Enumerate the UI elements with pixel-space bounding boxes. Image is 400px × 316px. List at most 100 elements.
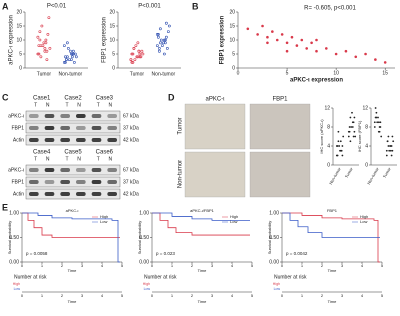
dot — [161, 41, 165, 45]
row-label: aPKC-ι — [8, 113, 24, 119]
dot — [156, 33, 160, 36]
dot — [64, 58, 68, 62]
x-tick-label: 1 — [41, 293, 44, 298]
y-tick-label: 0.00 — [139, 259, 149, 265]
x-tick-label: 4 — [101, 263, 104, 268]
band — [44, 168, 55, 172]
dot — [36, 52, 40, 56]
x-axis-label: Time — [198, 268, 208, 273]
blot — [25, 164, 121, 176]
dot — [135, 55, 139, 59]
band — [91, 138, 102, 142]
dot — [68, 49, 72, 53]
dot — [44, 38, 48, 42]
dot — [134, 44, 138, 48]
dot — [353, 130, 356, 133]
dot — [354, 135, 357, 138]
dot — [67, 58, 71, 62]
dot — [340, 149, 343, 152]
dot — [351, 121, 354, 124]
lane-label: N — [77, 156, 81, 162]
y-tick-label: 4 — [365, 143, 368, 149]
x-tick-label: 5 — [381, 263, 384, 268]
dot — [337, 130, 340, 133]
y-tick-label: 0 — [112, 65, 115, 71]
x-axis-label: aPKC-ι expression — [290, 78, 343, 84]
y-axis-label: aPKC-ι expression — [9, 15, 15, 65]
dot — [72, 61, 76, 64]
x-tick-label: 2 — [61, 293, 64, 298]
dot — [383, 61, 387, 64]
dot — [364, 52, 367, 56]
dot — [310, 41, 313, 45]
dot — [133, 58, 137, 62]
y-axis-label: Survival probability — [7, 221, 12, 255]
dot — [167, 24, 171, 28]
blot — [25, 110, 121, 122]
dot — [139, 55, 143, 59]
dot — [305, 47, 308, 50]
dot — [339, 140, 342, 143]
annotation: p = 0.0058 — [26, 251, 48, 256]
band — [76, 180, 86, 184]
legend-label: High — [100, 214, 108, 219]
annotation: p = 0.0042 — [286, 251, 308, 256]
x-tick-label: 4 — [361, 293, 364, 298]
lane-label: N — [77, 102, 81, 108]
dot — [131, 61, 135, 64]
case-label: Case2 — [64, 96, 82, 102]
blot — [25, 122, 121, 134]
x-tick-label: 5 — [286, 70, 289, 76]
y-axis-label: Survival probability — [137, 221, 142, 255]
dot — [47, 16, 51, 20]
lane-label: N — [46, 102, 50, 108]
dot — [39, 55, 43, 59]
y-tick-label: 0.50 — [9, 235, 19, 241]
dot — [65, 41, 69, 45]
dot — [351, 111, 353, 114]
x-tick-label: 10 — [333, 70, 339, 76]
annotation: P<0.01 — [47, 4, 67, 10]
x-tick-label: Tumor — [344, 166, 354, 179]
dot — [246, 27, 250, 31]
band — [76, 114, 86, 118]
dot — [48, 47, 52, 50]
legend-label: High — [360, 214, 368, 219]
dot — [37, 52, 41, 56]
dot — [374, 107, 377, 109]
survival-curve — [282, 212, 380, 238]
y-tick-label: 4 — [327, 143, 330, 149]
dot — [275, 38, 279, 42]
dot — [74, 55, 78, 59]
y-tick-label: 0.50 — [139, 235, 149, 241]
dot — [43, 49, 47, 53]
dot — [160, 44, 164, 48]
dot — [129, 58, 133, 62]
y-tick-label: 10 — [229, 37, 235, 43]
x-axis-label: Time — [68, 299, 78, 304]
dot — [334, 52, 338, 56]
size-label: 42 kDa — [123, 137, 139, 143]
risk-title: Number at risk — [144, 274, 177, 280]
survival-curve — [152, 212, 250, 236]
y-axis-label: IHC score (FBP1) — [357, 120, 362, 152]
risk-row-label: Low — [274, 287, 281, 291]
dot — [131, 52, 135, 56]
y-tick-label: 1.00 — [269, 210, 279, 216]
band — [29, 126, 39, 130]
dot — [42, 41, 46, 45]
dot — [379, 121, 382, 124]
y-tick-label: 5 — [232, 51, 235, 57]
plot-title: aPKC-ι/FBP1 — [190, 208, 215, 213]
dot — [261, 24, 264, 28]
risk-row-label: High — [13, 282, 20, 286]
plot-title: aPKC-ι — [66, 208, 79, 213]
dot — [285, 49, 289, 53]
dot — [132, 47, 136, 50]
risk-row-label: Low — [144, 287, 151, 291]
dot — [165, 47, 169, 50]
dot — [352, 135, 355, 138]
dot — [390, 154, 393, 157]
dot — [266, 41, 269, 45]
